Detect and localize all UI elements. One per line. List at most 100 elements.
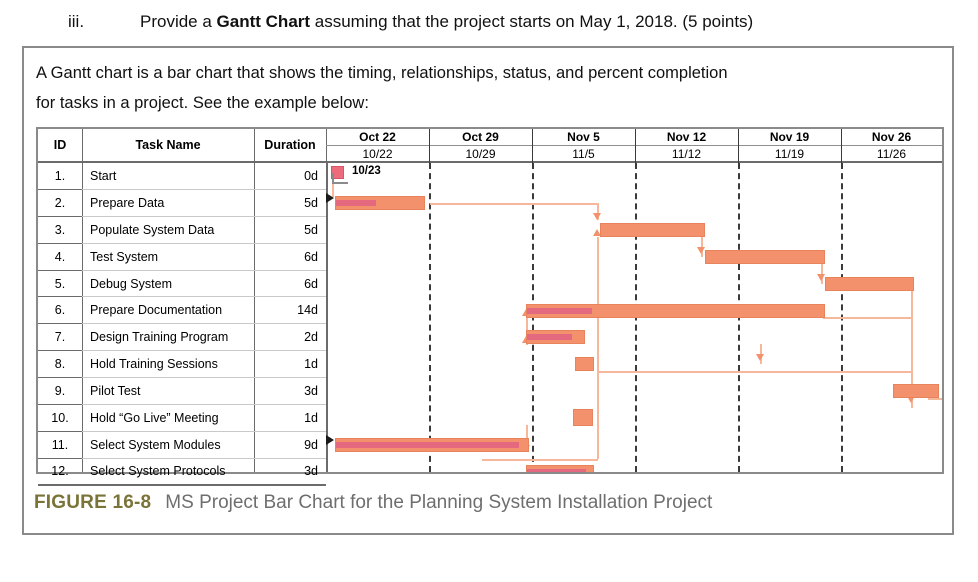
row-id: 4. [38, 244, 82, 271]
link-5-9-vertical [911, 291, 913, 408]
gantt-bar[interactable] [575, 357, 594, 372]
row-task-name: Start [82, 163, 254, 190]
header-date-top-3: Nov 12 [635, 129, 738, 146]
gantt-bar-go-live[interactable] [573, 409, 593, 427]
caption-figure-number: FIGURE 16-8 [34, 492, 152, 513]
arrowhead-row11 [326, 435, 334, 445]
row-task-name: Select System Protocols [82, 459, 254, 486]
header-date-bottom-5: 11/26 [841, 146, 942, 163]
milestone-label-start: 10/23 [352, 165, 381, 177]
gridline-oct-29 [429, 163, 431, 472]
gantt-bar[interactable] [335, 438, 530, 452]
link-2-3-vertical [597, 203, 599, 220]
link-12-3-vertical [597, 237, 599, 459]
link-6-9-horizontal [823, 317, 911, 319]
question-bold-term: Gantt Chart [216, 12, 311, 31]
table-row[interactable]: 4. Test System 6d [38, 244, 942, 271]
row-id: 7. [38, 324, 82, 352]
row-task-name: Pilot Test [82, 378, 254, 406]
header-date-top-2: Nov 5 [532, 129, 635, 146]
table-row[interactable]: 7. Design Training Program 2d [38, 324, 942, 352]
row-duration: 3d [254, 378, 326, 406]
gridline-nov-12 [635, 163, 637, 472]
arrowhead-row7-up [522, 336, 530, 343]
header-date-bottom-3: 11/12 [635, 146, 738, 163]
header-date-bottom-0: 10/22 [326, 146, 429, 163]
link-8-9-horizontal [599, 371, 911, 373]
grid-divider-task [254, 129, 255, 472]
row-id: 11. [38, 432, 82, 459]
figure-caption: FIGURE 16-8 MS Project Bar Chart for the … [34, 492, 934, 514]
gantt-bar-progress [336, 442, 519, 448]
row-task-name: Test System [82, 244, 254, 271]
figure-box: A Gantt chart is a bar chart that shows … [22, 46, 954, 535]
timeline-left-edge [326, 163, 328, 472]
arrowhead-row6-up [522, 309, 530, 316]
arrowhead-row3-down [593, 213, 601, 220]
row-duration: 3d [254, 459, 326, 486]
row-duration: 2d [254, 324, 326, 352]
gantt-bar[interactable] [526, 330, 585, 345]
table-row[interactable]: 6. Prepare Documentation 14d [38, 298, 942, 325]
row-task-name: Debug System [82, 271, 254, 298]
gantt-bar[interactable] [526, 464, 594, 472]
link-12-out-horizontal [482, 459, 598, 461]
row-duration: 0d [254, 163, 326, 190]
header-date-bottom-4: 11/19 [738, 146, 841, 163]
table-row[interactable]: 3. Populate System Data 5d [38, 217, 942, 244]
header-date-separator-3 [635, 129, 636, 163]
row-id: 10. [38, 405, 82, 432]
header-date-separator-4 [738, 129, 739, 163]
question-text-after: assuming that the project starts on May … [310, 12, 754, 31]
arrowhead-row2 [326, 193, 334, 203]
header-date-top-4: Nov 19 [738, 129, 841, 146]
table-row[interactable]: 9. Pilot Test 3d [38, 378, 942, 406]
gantt-bar[interactable] [600, 222, 705, 237]
table-row[interactable]: 11. Select System Modules 9d [38, 432, 942, 459]
gantt-bar-progress [527, 334, 573, 341]
gantt-bar[interactable] [335, 195, 425, 210]
header-task-name: Task Name [82, 129, 254, 163]
row-id: 2. [38, 190, 82, 217]
gantt-bar[interactable] [704, 249, 825, 264]
grid-divider-id [82, 129, 83, 472]
row-duration: 5d [254, 190, 326, 217]
header-date-separator-5 [841, 129, 842, 163]
row-duration: 14d [254, 298, 326, 325]
row-id: 3. [38, 217, 82, 244]
gantt-bar-progress [527, 468, 587, 472]
row-task-name: Design Training Program [82, 324, 254, 352]
header-date-separator-2 [532, 129, 533, 163]
arrowhead-row8-down [756, 354, 764, 361]
row-id: 8. [38, 351, 82, 379]
header-date-separator-1 [429, 129, 430, 163]
table-row[interactable]: 1. Start 0d [38, 163, 942, 190]
gantt-bar[interactable] [824, 276, 915, 291]
header-date-bottom-1: 10/29 [429, 146, 532, 163]
row-task-name: Prepare Data [82, 190, 254, 217]
arrowhead-row9-down [907, 396, 915, 403]
table-row[interactable]: 10. Hold “Go Live” Meeting 1d [38, 405, 942, 432]
row-duration: 1d [254, 351, 326, 379]
table-header: ID Task Name Duration Oct 22 10/22 Oct 2… [38, 129, 942, 163]
link-11-12-vertical [526, 425, 528, 449]
arrowhead-row4-down [697, 247, 705, 254]
intro-line-1: A Gantt chart is a bar chart that shows … [36, 64, 728, 82]
timeline-pane: 10/23 [326, 163, 942, 472]
gridline-nov-5 [532, 163, 534, 472]
row-task-name: Prepare Documentation [82, 298, 254, 325]
row-duration: 1d [254, 405, 326, 432]
row-id: 5. [38, 271, 82, 298]
gantt-bar[interactable] [892, 384, 939, 399]
table-row[interactable]: 8. Hold Training Sessions 1d [38, 351, 942, 379]
table-row[interactable]: 2. Prepare Data 5d [38, 190, 942, 217]
table-row[interactable]: 5. Debug System 6d [38, 271, 942, 298]
gantt-bar[interactable] [526, 303, 825, 318]
table-row[interactable]: 12. Select System Protocols 3d [38, 459, 942, 486]
link-9-out-horizontal [928, 398, 942, 400]
arrowhead-row5-down [817, 274, 825, 281]
header-duration: Duration [254, 129, 326, 163]
row-id: 1. [38, 163, 82, 190]
question-text-before: Provide a [140, 12, 217, 31]
header-date-bottom-2: 11/5 [532, 146, 635, 163]
